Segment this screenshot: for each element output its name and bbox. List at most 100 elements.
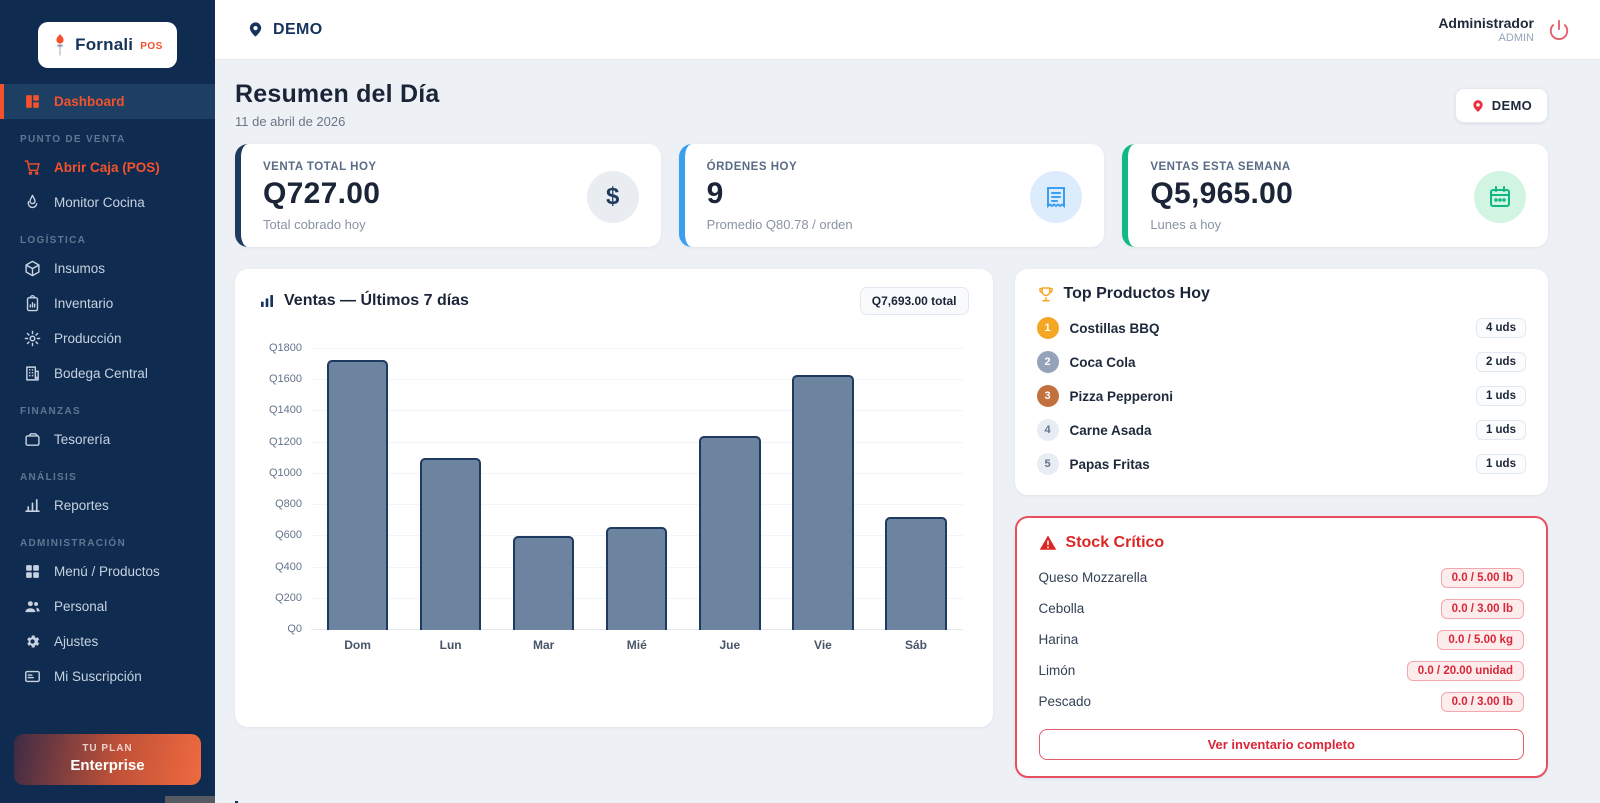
chart-bar-slot bbox=[311, 349, 404, 630]
calendar-icon bbox=[1473, 170, 1526, 223]
sidebar-item-abrir-caja-pos[interactable]: Abrir Caja (POS) bbox=[0, 150, 215, 185]
chart-bar-vie bbox=[792, 375, 854, 630]
wallet-icon bbox=[24, 431, 41, 448]
sidebar-section-header: ANÁLISIS bbox=[20, 472, 78, 483]
dashboard-icon bbox=[24, 93, 41, 110]
stock-row: Queso Mozzarella 0.0 / 5.00 lb bbox=[1039, 562, 1524, 593]
sidebar-item-men-productos[interactable]: Menú / Productos bbox=[0, 554, 215, 589]
page-date: 11 de abril de 2026 bbox=[235, 114, 346, 129]
view-inventory-button[interactable]: Ver inventario completo bbox=[1038, 729, 1524, 760]
sidebar-item-reportes[interactable]: Reportes bbox=[0, 488, 215, 523]
flame-icon bbox=[24, 194, 41, 211]
map-pin-icon bbox=[249, 22, 262, 37]
sidebar-item-dashboard[interactable]: Dashboard bbox=[0, 84, 215, 119]
product-row: 2 Coca Cola 2 uds bbox=[1036, 345, 1526, 379]
sidebar-item-monitor-cocina[interactable]: Monitor Cocina bbox=[0, 185, 215, 220]
chart-x-tick: Lun bbox=[439, 638, 462, 652]
rank-badge: 2 bbox=[1036, 351, 1059, 373]
stock-item-name: Limón bbox=[1038, 663, 1076, 678]
sidebar-item-label: Ajustes bbox=[54, 634, 99, 649]
sidebar-item-personal[interactable]: Personal bbox=[0, 589, 215, 624]
sidebar-item-label: Personal bbox=[54, 599, 108, 614]
brand-name: Fornali bbox=[75, 35, 134, 54]
sidebar-item-mi-suscripci-n[interactable]: Mi Suscripción bbox=[0, 659, 215, 694]
sidebar-item-label: Tesorería bbox=[54, 432, 111, 447]
map-pin-icon bbox=[1473, 99, 1483, 112]
cart-icon bbox=[24, 159, 41, 176]
sidebar-item-label: Menú / Productos bbox=[54, 564, 160, 579]
sidebar-item-label: Reportes bbox=[54, 498, 109, 513]
sidebar-item-label: Abrir Caja (POS) bbox=[54, 160, 160, 175]
topbar-location: DEMO bbox=[273, 20, 323, 38]
sidebar-item-label: Producción bbox=[54, 331, 122, 346]
chart-y-tick: Q800 bbox=[275, 498, 302, 511]
accesos-directos-section: ACCESOS DIRECTOS bbox=[235, 801, 1548, 803]
stock-item-name: Queso Mozzarella bbox=[1038, 570, 1148, 585]
clipboard-chart-icon bbox=[24, 295, 41, 312]
stat-sub: Lunes a hoy bbox=[1150, 217, 1222, 232]
chart-y-tick: Q1600 bbox=[268, 373, 302, 386]
product-qty-badge: 1 uds bbox=[1475, 386, 1526, 406]
stock-level-badge: 0.0 / 5.00 kg bbox=[1437, 629, 1524, 650]
stock-row: Limón 0.0 / 20.00 unidad bbox=[1039, 655, 1524, 686]
grid-icon bbox=[24, 563, 41, 580]
stat-value: Q727.00 bbox=[263, 177, 381, 210]
chart-bar-slot bbox=[776, 349, 869, 630]
stock-level-badge: 0.0 / 3.00 lb bbox=[1440, 598, 1524, 619]
rank-badge: 4 bbox=[1036, 419, 1059, 441]
chart-bars bbox=[311, 349, 963, 630]
location-badge[interactable]: DEMO bbox=[1454, 88, 1548, 123]
chart-gridline: Q800 bbox=[275, 498, 963, 510]
user-menu[interactable]: Administrador ADMIN bbox=[1438, 15, 1534, 44]
sidebar-section-header: LOGÍSTICA bbox=[20, 235, 87, 246]
sidebar-item-label: Insumos bbox=[54, 261, 106, 276]
product-row: 4 Carne Asada 1 uds bbox=[1036, 413, 1526, 447]
stock-row: Harina 0.0 / 5.00 kg bbox=[1039, 624, 1524, 655]
sidebar-section-header: FINANZAS bbox=[20, 406, 81, 417]
chart-bar-slot bbox=[404, 349, 497, 630]
chart-y-tick: Q600 bbox=[275, 529, 302, 542]
sidebar-item-bodega-central[interactable]: Bodega Central bbox=[0, 356, 215, 391]
card-icon bbox=[24, 668, 41, 685]
product-row: 5 Papas Fritas 1 uds bbox=[1036, 447, 1526, 481]
stock-item-name: Pescado bbox=[1038, 694, 1092, 709]
user-role: ADMIN bbox=[1498, 32, 1534, 44]
stock-level-badge: 0.0 / 20.00 unidad bbox=[1406, 660, 1524, 681]
chart-y-tick: Q400 bbox=[275, 560, 302, 573]
product-row: 3 Pizza Pepperoni 1 uds bbox=[1036, 379, 1526, 413]
bar-chart-icon bbox=[261, 295, 273, 307]
chart-bar-slot bbox=[497, 349, 590, 630]
user-name: Administrador bbox=[1438, 15, 1534, 31]
sidebar-item-tesorer-a[interactable]: Tesorería bbox=[0, 422, 215, 457]
stat-sub: Promedio Q80.78 / orden bbox=[706, 217, 853, 232]
stat-value: 9 bbox=[706, 177, 724, 210]
logout-power-icon[interactable] bbox=[1548, 19, 1570, 41]
sidebar-item-ajustes[interactable]: Ajustes bbox=[0, 624, 215, 659]
chart-bar-jue bbox=[699, 435, 761, 630]
sidebar: Fornali POS Dashboard PUNTO DE VENTA Abrir… bbox=[0, 0, 215, 803]
dollar-icon: $ bbox=[586, 170, 639, 223]
sidebar-item-producci-n[interactable]: Producción bbox=[0, 321, 215, 356]
chart-bar-sáb bbox=[885, 516, 947, 630]
sidebar-item-insumos[interactable]: Insumos bbox=[0, 251, 215, 286]
sidebar-scrollbar[interactable] bbox=[165, 796, 215, 803]
section-accent-bar bbox=[235, 801, 238, 803]
trophy-icon bbox=[1038, 287, 1053, 302]
product-qty-badge: 4 uds bbox=[1475, 318, 1526, 338]
content: Resumen del Día 11 de abril de 2026 DEMO… bbox=[215, 60, 1600, 803]
bar-chart-icon bbox=[24, 497, 41, 514]
chart-y-tick: Q1400 bbox=[268, 404, 302, 417]
topbar: DEMO Administrador ADMIN bbox=[215, 0, 1600, 60]
plan-card[interactable]: TU PLAN Enterprise bbox=[14, 734, 201, 785]
chart-x-tick: Mar bbox=[533, 638, 555, 652]
app-logo[interactable]: Fornali POS bbox=[38, 22, 177, 68]
chart-bar-lun bbox=[419, 458, 482, 630]
sidebar-item-label: Dashboard bbox=[54, 94, 125, 109]
chart-bar-dom bbox=[326, 360, 389, 630]
chart-y-tick: Q1800 bbox=[268, 342, 302, 354]
chart-y-tick: Q200 bbox=[275, 591, 302, 604]
sidebar-item-inventario[interactable]: Inventario bbox=[0, 286, 215, 321]
stat-sub: Total cobrado hoy bbox=[263, 217, 366, 232]
stat-label: VENTA TOTAL HOY bbox=[263, 161, 377, 173]
top-products-title: Top Productos Hoy bbox=[1063, 285, 1210, 302]
